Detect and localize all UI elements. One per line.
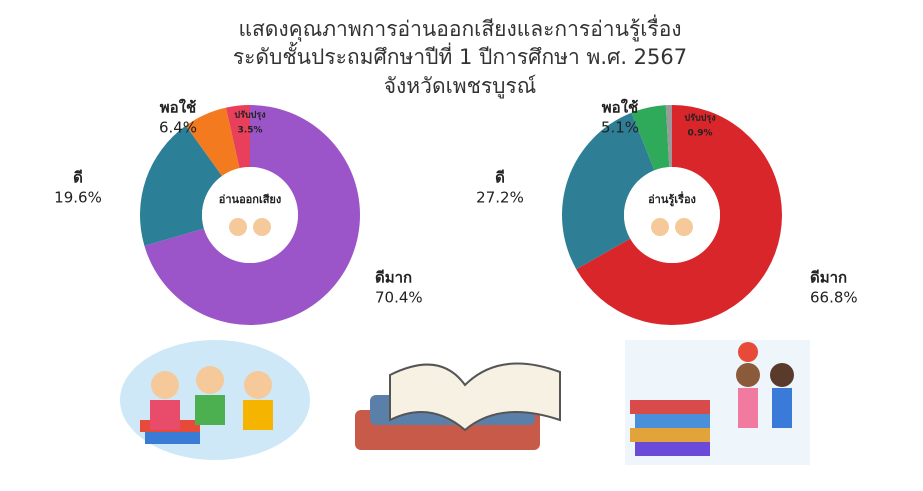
donut-hole xyxy=(624,167,720,263)
value-label: 3.5% xyxy=(238,126,263,136)
value-label: 0.9% xyxy=(688,129,713,139)
donut-slice xyxy=(225,105,250,169)
donut-slice xyxy=(140,125,223,246)
center-label: อ่านออกเสียง xyxy=(219,193,281,206)
title-line: ระดับชั้นประถมศึกษาปีที่ 1 ปีการศึกษา พ.… xyxy=(233,42,687,69)
title-line: จังหวัดเพชรบูรณ์ xyxy=(384,74,536,99)
value-label: 27.2% xyxy=(476,189,524,207)
illustration-book xyxy=(355,362,561,450)
category-label: ดี xyxy=(73,169,83,187)
value-label: 70.4% xyxy=(375,289,423,307)
donut-slice xyxy=(665,105,672,168)
title-line: แสดงคุณภาพการอ่านออกเสียงและการอ่านรู้เร… xyxy=(238,14,681,42)
category-label: ปรับปรุง xyxy=(234,110,265,121)
donut-hole xyxy=(202,167,298,263)
donut-slice xyxy=(576,105,782,325)
value-label: 5.1% xyxy=(601,119,639,137)
center-icon xyxy=(675,218,693,236)
illustration-kids xyxy=(120,340,310,460)
category-label: พอใช้ xyxy=(602,99,638,117)
center-label: อ่านรู้เรื่อง xyxy=(648,191,696,207)
donut-slice xyxy=(562,112,655,270)
center-icon xyxy=(651,218,669,236)
value-label: 66.8% xyxy=(810,289,858,307)
category-label: ดีมาก xyxy=(810,269,847,287)
donut-slice xyxy=(144,105,360,326)
category-label: ดี xyxy=(495,169,505,187)
category-label: พอใช้ xyxy=(160,99,196,117)
value-label: 6.4% xyxy=(159,119,197,137)
value-label: 19.6% xyxy=(54,189,102,207)
category-label: ดีมาก xyxy=(375,269,412,287)
donut-slice xyxy=(185,107,240,177)
category-label: ปรับปรุง xyxy=(684,113,715,124)
center-icon xyxy=(229,218,247,236)
donut-slice xyxy=(631,105,670,171)
illustration-books-kids xyxy=(625,340,810,465)
center-icon xyxy=(253,218,271,236)
